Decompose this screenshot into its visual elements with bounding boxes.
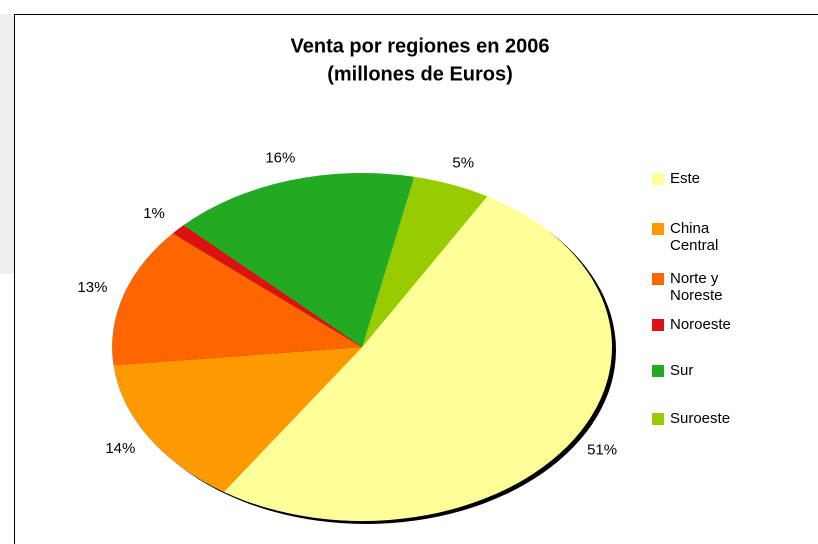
- side-strip: [0, 14, 14, 274]
- legend-item: China Central: [652, 220, 752, 254]
- pie-slice: [172, 225, 362, 347]
- pie-slice: [362, 176, 487, 347]
- legend-label: Este: [670, 170, 701, 187]
- legend-item: Este: [652, 170, 752, 187]
- data-label: 1%: [143, 205, 165, 222]
- data-label: 13%: [77, 279, 107, 296]
- data-label: 14%: [105, 440, 135, 457]
- legend-swatch: [652, 223, 664, 235]
- legend-item: Norte y Noreste: [652, 270, 752, 304]
- chart-title: Venta por regiones en 2006: [291, 35, 550, 57]
- legend-item: Suroeste: [652, 410, 752, 427]
- legend-label: Sur: [670, 362, 694, 379]
- pie-slice: [223, 196, 613, 522]
- pie-slice: [183, 173, 414, 347]
- legend-label: Norte y Noreste: [670, 270, 723, 304]
- legend-swatch: [652, 173, 664, 185]
- data-label: 51%: [587, 442, 617, 459]
- data-label: 5%: [452, 154, 474, 171]
- legend-label: China Central: [670, 220, 719, 254]
- chart-subtitle: (millones de Euros): [327, 63, 513, 85]
- pie-slice: [113, 347, 362, 492]
- pie-slice: [112, 233, 362, 366]
- legend-item: Noroeste: [652, 316, 752, 333]
- legend-swatch: [652, 319, 664, 331]
- legend-swatch: [652, 365, 664, 377]
- legend-swatch: [652, 413, 664, 425]
- legend-item: Sur: [652, 362, 752, 379]
- legend-label: Noroeste: [670, 316, 731, 333]
- legend-label: Suroeste: [670, 410, 731, 427]
- data-label: 16%: [265, 150, 295, 167]
- legend-swatch: [652, 273, 664, 285]
